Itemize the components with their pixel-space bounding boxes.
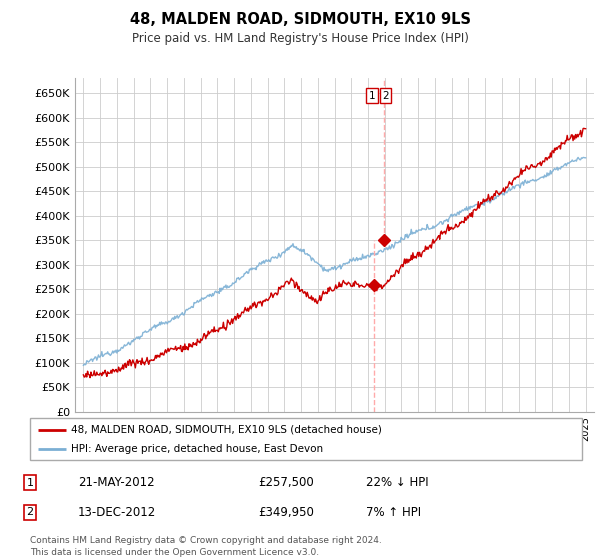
Text: £349,950: £349,950 (258, 506, 314, 519)
Text: 2: 2 (26, 507, 34, 517)
Text: 7% ↑ HPI: 7% ↑ HPI (366, 506, 421, 519)
Text: Price paid vs. HM Land Registry's House Price Index (HPI): Price paid vs. HM Land Registry's House … (131, 32, 469, 45)
Text: 48, MALDEN ROAD, SIDMOUTH, EX10 9LS (detached house): 48, MALDEN ROAD, SIDMOUTH, EX10 9LS (det… (71, 424, 382, 435)
Text: 13-DEC-2012: 13-DEC-2012 (78, 506, 156, 519)
Text: 1: 1 (368, 91, 375, 101)
Text: Contains HM Land Registry data © Crown copyright and database right 2024.
This d: Contains HM Land Registry data © Crown c… (30, 536, 382, 557)
Text: £257,500: £257,500 (258, 476, 314, 489)
Text: 2: 2 (382, 91, 389, 101)
Text: 21-MAY-2012: 21-MAY-2012 (78, 476, 155, 489)
Text: 22% ↓ HPI: 22% ↓ HPI (366, 476, 428, 489)
Text: HPI: Average price, detached house, East Devon: HPI: Average price, detached house, East… (71, 444, 323, 454)
Text: 1: 1 (26, 478, 34, 488)
Text: 48, MALDEN ROAD, SIDMOUTH, EX10 9LS: 48, MALDEN ROAD, SIDMOUTH, EX10 9LS (130, 12, 470, 27)
